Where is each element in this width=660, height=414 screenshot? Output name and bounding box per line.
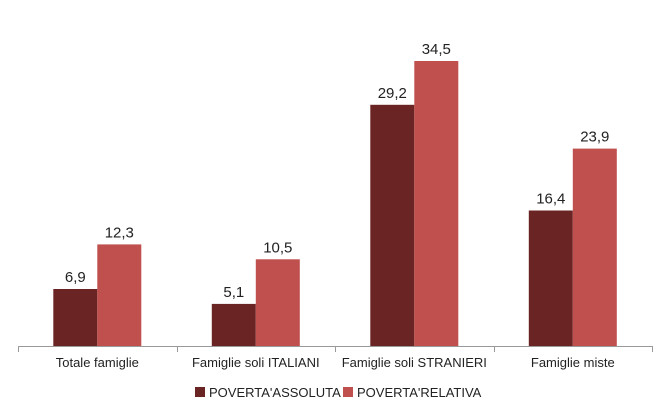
- value-labels-layer: 6,9 12,3 5,1 10,5 29,2 34,5 16,4 23,9: [65, 41, 610, 301]
- value-label: 34,5: [422, 41, 451, 58]
- x-ticks-layer: [18, 346, 653, 352]
- value-label: 5,1: [223, 284, 244, 301]
- legend-swatch-relativa: [343, 387, 353, 397]
- value-label: 23,9: [580, 129, 609, 146]
- legend-label-relativa: POVERTA'RELATIVA: [357, 384, 482, 400]
- bar-assoluta: [370, 104, 415, 346]
- bar-relativa: [414, 61, 459, 346]
- category-label: Famiglie soli ITALIANI: [192, 355, 320, 370]
- legend-item-relativa: POVERTA'RELATIVA: [343, 381, 481, 403]
- bars-layer: [53, 61, 617, 346]
- bar-relativa: [255, 259, 300, 346]
- value-label: 10,5: [263, 239, 292, 256]
- category-label: Totale famiglie: [56, 355, 139, 370]
- bar-relativa: [572, 148, 617, 346]
- legend-item-assoluta: POVERTA'ASSOLUTA: [195, 381, 341, 403]
- legend: POVERTA'ASSOLUTA POVERTA'RELATIVA: [0, 381, 660, 403]
- bar-assoluta: [53, 289, 98, 346]
- legend-swatch-assoluta: [195, 387, 205, 397]
- category-labels-layer: Totale famiglie Famiglie soli ITALIANI Fam…: [56, 355, 615, 370]
- value-label: 16,4: [536, 191, 565, 208]
- value-label: 6,9: [65, 269, 86, 286]
- category-label: Famiglie miste: [531, 355, 615, 370]
- value-label: 29,2: [378, 85, 407, 102]
- value-label: 12,3: [105, 224, 134, 241]
- bar-relativa: [97, 244, 142, 346]
- legend-label-assoluta: POVERTA'ASSOLUTA: [209, 384, 341, 400]
- bar-assoluta: [211, 303, 256, 346]
- category-label: Famiglie soli STRANIERI: [342, 355, 487, 370]
- bar-assoluta: [528, 210, 573, 346]
